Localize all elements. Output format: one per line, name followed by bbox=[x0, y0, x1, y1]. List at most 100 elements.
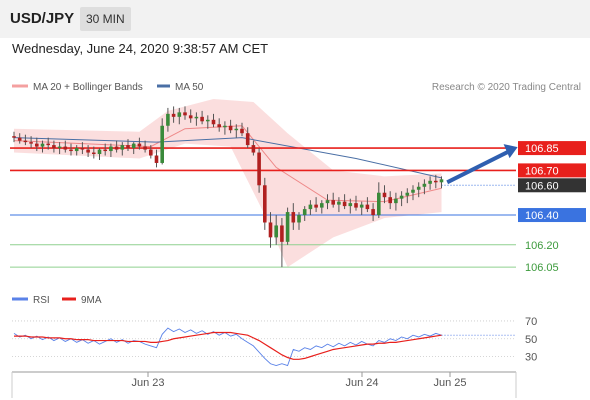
bollinger-band bbox=[14, 98, 442, 268]
candle-body bbox=[371, 209, 375, 216]
bb-legend-label: MA 20 + Bollinger Bands bbox=[33, 82, 143, 93]
candle-body bbox=[126, 145, 130, 149]
candle-body bbox=[228, 125, 233, 131]
candle-body bbox=[280, 225, 284, 242]
level-tag-106.60 bbox=[518, 178, 586, 193]
candle-body bbox=[69, 149, 73, 152]
candle-body bbox=[46, 143, 50, 146]
candle-body bbox=[325, 200, 330, 204]
candle-body bbox=[143, 146, 147, 150]
candle-body bbox=[377, 192, 381, 216]
candle-body bbox=[137, 143, 142, 147]
level-label-106.60: 106.60 bbox=[525, 180, 559, 192]
candle-body bbox=[131, 143, 136, 149]
ma50-legend-label: MA 50 bbox=[175, 82, 204, 93]
candle-body bbox=[92, 152, 96, 155]
candle-body bbox=[52, 145, 56, 149]
copyright-text: Research © 2020 Trading Central bbox=[432, 82, 581, 93]
rsi-tick-label: 30 bbox=[525, 352, 537, 364]
candle-body bbox=[251, 145, 256, 153]
symbol-label: USD/JPY bbox=[10, 10, 75, 27]
candle-body bbox=[194, 116, 199, 119]
candle-body bbox=[382, 192, 387, 198]
ma20-line bbox=[13, 125, 442, 203]
candle-body bbox=[245, 133, 250, 146]
rsi-series-1 bbox=[14, 331, 442, 360]
candle-body bbox=[149, 149, 153, 156]
candle-body bbox=[359, 204, 364, 208]
candle-body bbox=[285, 212, 290, 242]
level-label-106.85: 106.85 bbox=[525, 143, 559, 155]
candle-body bbox=[12, 136, 16, 138]
candle-body bbox=[23, 140, 28, 143]
forecast-arrow-head bbox=[503, 144, 518, 159]
rsi-tick-label: 50 bbox=[525, 334, 537, 346]
candle-body bbox=[422, 183, 427, 187]
candle-body bbox=[17, 137, 22, 141]
candle-body bbox=[200, 116, 204, 122]
candle-body bbox=[439, 179, 444, 183]
timeframe-button[interactable]: 30 MIN bbox=[80, 7, 131, 31]
candle-body bbox=[86, 149, 90, 153]
level-label-106.20: 106.20 bbox=[525, 240, 559, 252]
candle-body bbox=[428, 180, 432, 184]
candle-body bbox=[120, 145, 125, 150]
candle-body bbox=[274, 225, 278, 238]
candle-body bbox=[297, 215, 301, 223]
candle-body bbox=[103, 149, 107, 152]
candle-body bbox=[166, 113, 170, 126]
candle-body bbox=[114, 146, 119, 150]
level-tag-106.70 bbox=[518, 163, 586, 178]
candle-body bbox=[109, 146, 113, 152]
candle-body bbox=[314, 204, 318, 208]
candle-body bbox=[171, 113, 176, 117]
candle-body bbox=[183, 112, 187, 116]
candle-body bbox=[154, 155, 159, 163]
candle-body bbox=[405, 192, 410, 196]
candle-body bbox=[211, 119, 216, 125]
level-label-106.70: 106.70 bbox=[525, 165, 559, 177]
x-tick-label: Jun 24 bbox=[345, 377, 378, 389]
rsi-ma-legend-label: 9MA bbox=[81, 295, 102, 306]
level-tag-106.85 bbox=[518, 141, 586, 156]
candle-body bbox=[217, 124, 221, 128]
rsi-panel: 70 50 30 bbox=[12, 316, 537, 367]
candle-body bbox=[57, 146, 62, 149]
candle-body bbox=[416, 186, 421, 190]
candle-body bbox=[63, 146, 68, 150]
candle-body bbox=[234, 128, 239, 131]
rsi-series-0 bbox=[13, 327, 442, 367]
candle-body bbox=[206, 119, 210, 122]
candle-body bbox=[29, 142, 33, 144]
candle-body bbox=[365, 204, 370, 210]
x-axis: Jun 23 Jun 24 Jun 25 bbox=[11, 371, 517, 398]
candle-body bbox=[348, 203, 353, 207]
candle-body bbox=[434, 180, 438, 183]
ma50-line bbox=[13, 137, 442, 179]
candle-body bbox=[291, 212, 296, 223]
level-label-106.40: 106.40 bbox=[525, 210, 559, 222]
rsi-legend-label: RSI bbox=[33, 295, 50, 306]
candle-body bbox=[411, 189, 415, 193]
candle-body bbox=[320, 203, 324, 208]
candle-body bbox=[97, 149, 102, 155]
x-tick-label: Jun 25 bbox=[433, 377, 466, 389]
candle-body bbox=[302, 209, 307, 216]
chart-header: USD/JPY 30 MIN bbox=[0, 0, 590, 38]
candle-body bbox=[342, 201, 347, 207]
candle-body bbox=[399, 195, 404, 199]
price-panel: 106.85 106.70 106.60 106.40 106.20 106.05 bbox=[10, 98, 586, 274]
candle-body bbox=[268, 222, 273, 238]
candle-body bbox=[257, 152, 261, 186]
candle-body bbox=[74, 148, 79, 152]
candle-body bbox=[35, 143, 39, 147]
candle-body bbox=[188, 115, 193, 119]
candle-body bbox=[223, 125, 227, 128]
candle-body bbox=[40, 143, 45, 147]
candle-body bbox=[160, 125, 164, 163]
candle-body bbox=[394, 198, 398, 204]
candle-body bbox=[331, 200, 335, 205]
candle-body bbox=[337, 201, 341, 205]
candle-body bbox=[80, 148, 85, 150]
